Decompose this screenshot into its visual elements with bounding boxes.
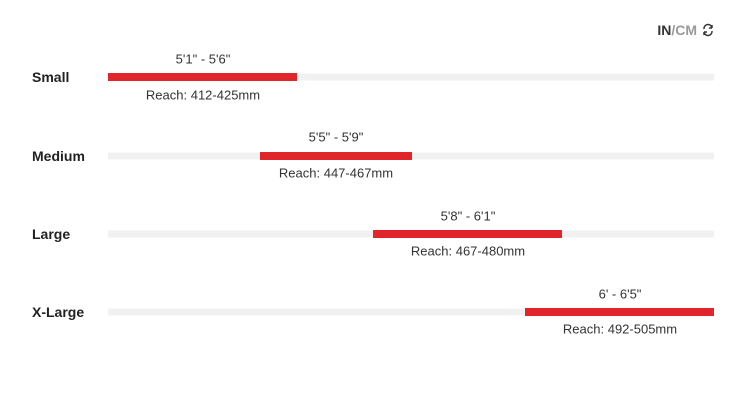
reach-range: Reach: 467-480mm — [410, 243, 526, 259]
size-name: Small — [32, 69, 70, 85]
size-name: Large — [32, 226, 71, 242]
reach-range: Reach: 447-467mm — [278, 165, 394, 181]
unit-toggle[interactable]: IN / CM — [657, 22, 715, 38]
toggle-icon[interactable] — [701, 23, 715, 37]
range-bar — [373, 230, 562, 238]
range-bar — [525, 308, 714, 316]
height-range: 5'8" - 6'1" — [440, 208, 496, 224]
track — [108, 308, 714, 316]
size-name: X-Large — [32, 304, 85, 320]
height-range: 5'1" - 5'6" — [175, 51, 231, 67]
unit-active[interactable]: IN — [657, 22, 672, 38]
reach-range: Reach: 412-425mm — [145, 87, 261, 103]
track — [108, 73, 714, 81]
height-range: 5'5" - 5'9" — [308, 129, 364, 145]
range-bar — [260, 152, 412, 160]
size-name: Medium — [32, 148, 85, 164]
reach-range: Reach: 492-505mm — [562, 321, 678, 337]
height-range: 6' - 6'5" — [598, 286, 642, 302]
range-bar — [108, 73, 297, 81]
unit-inactive[interactable]: CM — [675, 22, 697, 38]
unit-separator: / — [671, 22, 676, 38]
